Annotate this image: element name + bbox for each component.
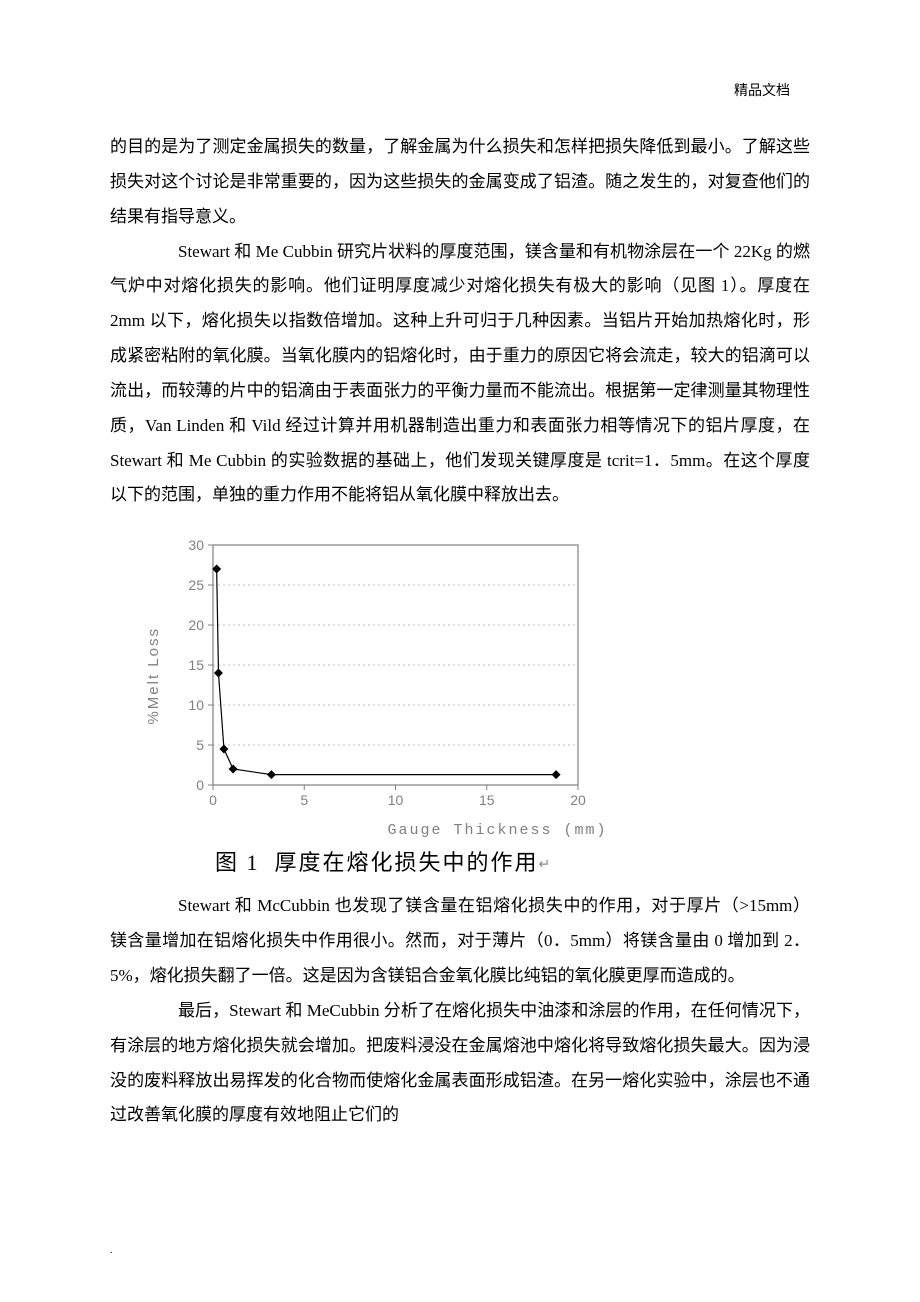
paragraph-2: Stewart 和 Me Cubbin 研究片状料的厚度范围，镁含量和有机物涂层… (110, 235, 810, 514)
chart-wrap: %Melt Loss 0 5 10 15 20 0 5 10 15 20 25 30 (145, 533, 810, 818)
svg-text:10: 10 (388, 792, 404, 808)
chart-svg-holder: 0 5 10 15 20 0 5 10 15 20 25 30 (168, 533, 588, 818)
chart-x-axis-label: Gauge Thickness (mm) (185, 822, 810, 839)
chart-y-axis-label: %Melt Loss (145, 627, 162, 725)
paragraph-4: 最后，Stewart 和 MeCubbin 分析了在熔化损失中油漆和涂层的作用，… (110, 994, 810, 1133)
svg-text:20: 20 (570, 792, 586, 808)
svg-text:15: 15 (188, 657, 204, 673)
paragraph-3: Stewart 和 McCubbin 也发现了镁含量在铝熔化损失中的作用，对于厚… (110, 889, 810, 994)
figure-caption-prefix: 图 1 (215, 850, 260, 875)
svg-text:10: 10 (188, 697, 204, 713)
figure-caption: 图 1 厚度在熔化损失中的作用↵ (215, 845, 810, 877)
svg-text:25: 25 (188, 577, 204, 593)
footer-dot: . (110, 1245, 113, 1256)
svg-text:5: 5 (196, 737, 204, 753)
svg-text:30: 30 (188, 537, 204, 553)
svg-text:0: 0 (196, 777, 204, 793)
document-page: 精品文档 的目的是为了测定金属损失的数量，了解金属为什么损失和怎样把损失降低到最… (0, 0, 920, 1302)
svg-text:5: 5 (300, 792, 308, 808)
header-right-label: 精品文档 (734, 80, 790, 100)
svg-text:20: 20 (188, 617, 204, 633)
svg-text:0: 0 (209, 792, 217, 808)
svg-text:15: 15 (479, 792, 495, 808)
body-text-block: 的目的是为了测定金属损失的数量，了解金属为什么损失和怎样把损失降低到最小。了解这… (110, 130, 810, 513)
figure-1: %Melt Loss 0 5 10 15 20 0 5 10 15 20 25 30 Gauge Th… (145, 533, 810, 877)
chart-svg: 0 5 10 15 20 0 5 10 15 20 25 30 (168, 533, 588, 813)
body-text-block-2: Stewart 和 McCubbin 也发现了镁含量在铝熔化损失中的作用，对于厚… (110, 889, 810, 1133)
figure-caption-text: 厚度在熔化损失中的作用 (275, 850, 539, 875)
figure-caption-suffix-icon: ↵ (539, 858, 553, 873)
paragraph-1: 的目的是为了测定金属损失的数量，了解金属为什么损失和怎样把损失降低到最小。了解这… (110, 130, 810, 235)
